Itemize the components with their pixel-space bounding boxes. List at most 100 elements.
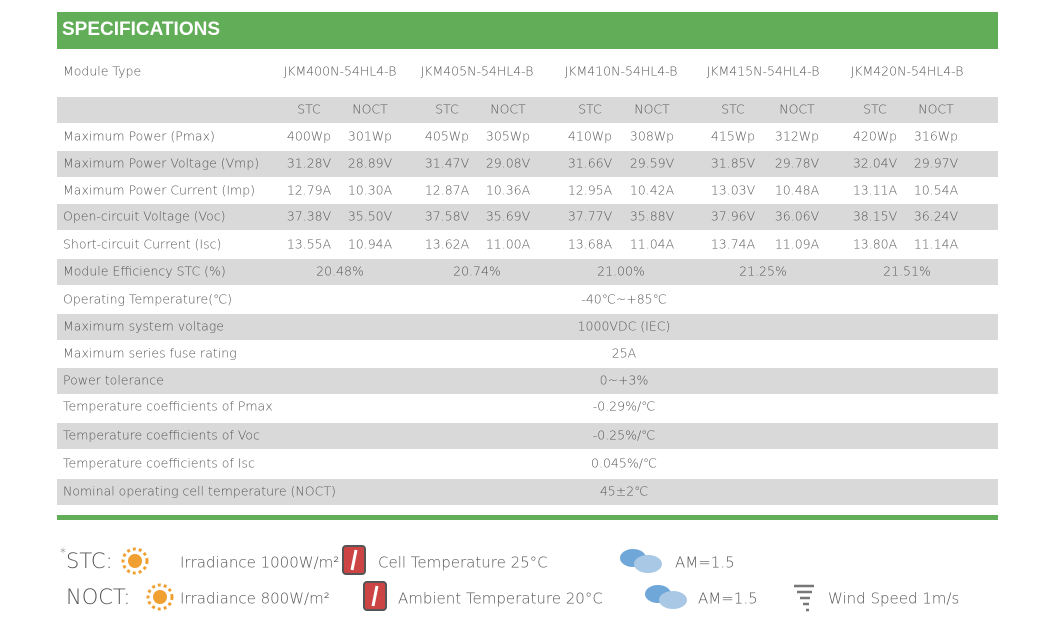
cell-value: 29.08V — [486, 156, 531, 171]
row-band — [57, 423, 998, 449]
cell-value: 45±2℃ — [600, 484, 648, 499]
condition-text: Wind Speed 1m/s — [828, 590, 959, 608]
row-label: Temperature coefficients of Pmax — [63, 399, 273, 414]
cell-value: 12.87A — [425, 183, 470, 198]
row-label: Temperature coefficients of Isc — [63, 456, 255, 471]
condition-label: NOCT: — [66, 585, 131, 609]
cell-value: 13.03V — [711, 183, 756, 198]
cell-value: 0.045%/℃ — [591, 456, 657, 471]
cell-value: 21.25% — [739, 264, 787, 279]
cell-value: 11.09A — [775, 237, 820, 252]
condition-header: NOCT — [490, 102, 526, 117]
cell-value: 1000VDC (IEC) — [578, 319, 671, 334]
cell-value: 36.06V — [775, 209, 820, 224]
model-name: JKM420N-54HL4-B — [851, 64, 964, 79]
model-name: JKM405N-54HL4-B — [421, 64, 534, 79]
condition-header: NOCT — [634, 102, 670, 117]
footnote-marker: * — [60, 546, 66, 560]
condition-text: Cell Temperature 25°C — [378, 554, 548, 572]
cell-value: 13.11A — [853, 183, 898, 198]
cell-value: 13.62A — [425, 237, 470, 252]
cell-value: 308Wp — [630, 129, 674, 144]
condition-header: STC — [435, 102, 459, 117]
condition-header: STC — [721, 102, 745, 117]
row-label: Maximum Power Current (Imp) — [63, 183, 255, 198]
row-label: Maximum series fuse rating — [63, 346, 237, 361]
condition-header: STC — [297, 102, 321, 117]
cell-value: 38.15V — [853, 209, 898, 224]
row-label: Maximum system voltage — [63, 319, 224, 334]
thermometer-icon — [363, 581, 387, 611]
cell-value: 31.47V — [425, 156, 470, 171]
cell-value: 21.00% — [597, 264, 645, 279]
row-label: Module Efficiency STC (%) — [63, 264, 226, 279]
cell-value: 31.85V — [711, 156, 756, 171]
cell-value: 31.66V — [568, 156, 613, 171]
condition-header: STC — [578, 102, 602, 117]
condition-header: NOCT — [352, 102, 388, 117]
cell-value: 11.00A — [486, 237, 531, 252]
cell-value: 405Wp — [425, 129, 469, 144]
row-band — [57, 314, 998, 340]
cell-value: 13.68A — [568, 237, 613, 252]
row-label: Maximum Power Voltage (Vmp) — [63, 156, 259, 171]
cell-value: 0~+3% — [600, 373, 649, 388]
row-label: Open-circuit Voltage (Voc) — [63, 209, 226, 224]
model-name: JKM415N-54HL4-B — [707, 64, 820, 79]
cell-value: 13.80A — [853, 237, 898, 252]
cell-value: 10.48A — [775, 183, 820, 198]
cell-value: 20.48% — [316, 264, 364, 279]
row-label: Operating Temperature(℃) — [63, 292, 232, 307]
condition-text: Ambient Temperature 20°C — [398, 590, 603, 608]
cell-value: 13.74A — [711, 237, 756, 252]
cell-value: 415Wp — [711, 129, 755, 144]
cell-value: 20.74% — [453, 264, 501, 279]
cloud-icon — [620, 549, 662, 573]
model-name: JKM410N-54HL4-B — [565, 64, 678, 79]
condition-text: Irradiance 1000W/m² — [180, 554, 339, 572]
cell-value: 400Wp — [287, 129, 331, 144]
condition-label: STC: — [66, 549, 113, 573]
condition-header: NOCT — [779, 102, 815, 117]
cell-value: 37.77V — [568, 209, 613, 224]
sun-icon — [121, 547, 149, 575]
cell-value: 301Wp — [348, 129, 392, 144]
condition-header: NOCT — [918, 102, 954, 117]
cloud-icon — [645, 585, 687, 609]
cell-value: 10.36A — [486, 183, 531, 198]
cell-value: 37.38V — [287, 209, 332, 224]
thermometer-icon — [342, 545, 366, 575]
cell-value: 12.79A — [287, 183, 332, 198]
row-label: Short-circuit Current (Isc) — [63, 237, 221, 252]
condition-text: Irradiance 800W/m² — [180, 590, 330, 608]
row-band — [57, 151, 998, 177]
cell-value: 36.24V — [914, 209, 959, 224]
cell-value: 37.96V — [711, 209, 756, 224]
row-band — [57, 368, 998, 394]
wind-icon — [794, 584, 814, 612]
title-bar — [57, 12, 998, 49]
cell-value: -0.25%/℃ — [593, 428, 655, 443]
cell-value: 29.59V — [630, 156, 675, 171]
cell-value: 410Wp — [568, 129, 612, 144]
cell-value: 28.89V — [348, 156, 393, 171]
cell-value: 35.69V — [486, 209, 531, 224]
row-label: Nominal operating cell temperature (NOCT… — [63, 484, 336, 499]
cell-value: 10.54A — [914, 183, 959, 198]
cell-value: 35.88V — [630, 209, 675, 224]
cell-value: -40℃~+85℃ — [581, 292, 666, 307]
cell-value: 10.42A — [630, 183, 675, 198]
cell-value: 37.58V — [425, 209, 470, 224]
row-band — [57, 479, 998, 505]
row-label: Power tolerance — [63, 373, 164, 388]
row-band — [57, 204, 998, 230]
condition-header: STC — [863, 102, 887, 117]
divider — [57, 515, 998, 520]
cell-value: 32.04V — [853, 156, 898, 171]
condition-text: AM=1.5 — [675, 554, 735, 572]
cell-value: 11.14A — [914, 237, 959, 252]
cell-value: 13.55A — [287, 237, 332, 252]
cell-value: 420Wp — [853, 129, 897, 144]
title: SPECIFICATIONS — [62, 19, 220, 40]
